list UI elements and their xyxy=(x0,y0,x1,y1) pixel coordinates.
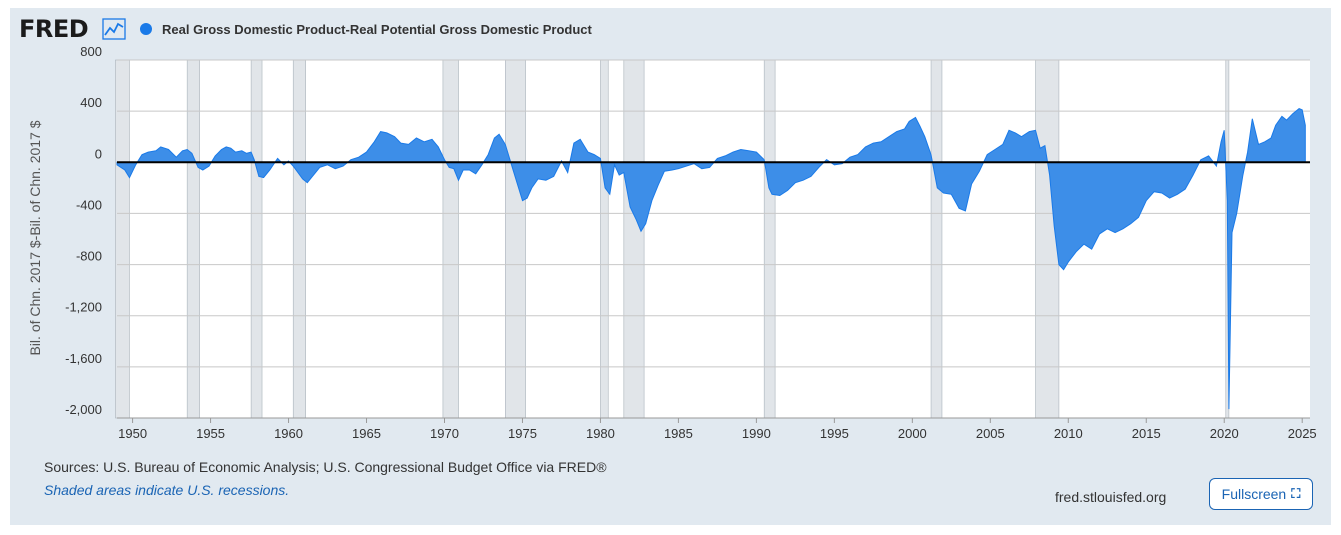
x-tick-label: 1960 xyxy=(274,426,303,441)
x-tick-label: 2000 xyxy=(898,426,927,441)
recession-band xyxy=(623,59,645,419)
legend-label: Real Gross Domestic Product-Real Potenti… xyxy=(162,21,592,37)
recession-note: Shaded areas indicate U.S. recessions. xyxy=(44,482,290,498)
expand-icon: ⛶ xyxy=(1291,486,1301,501)
y-tick-label: -800 xyxy=(76,249,102,264)
recession-band xyxy=(930,59,943,419)
recession-band xyxy=(115,59,130,419)
x-tick-label: 1975 xyxy=(508,426,537,441)
x-tick-label: 1955 xyxy=(196,426,225,441)
recession-band xyxy=(600,59,609,419)
x-tick-label: 1950 xyxy=(118,426,147,441)
x-tick-label: 2015 xyxy=(1132,426,1161,441)
y-axis-ticks: 800 400 0 -400 -800 -1,200 -1,600 -2,000 xyxy=(65,44,102,417)
y-tick-label: 0 xyxy=(95,146,102,161)
x-tick-label: 2005 xyxy=(976,426,1005,441)
fred-logo[interactable]: FRED xyxy=(19,15,89,43)
x-tick-label: 1965 xyxy=(352,426,381,441)
x-tick-label: 1985 xyxy=(664,426,693,441)
recession-band xyxy=(250,59,263,419)
y-tick-label: 400 xyxy=(80,95,102,110)
data-area xyxy=(116,108,1306,410)
legend-marker xyxy=(140,23,152,35)
x-tick-label: 2020 xyxy=(1210,426,1239,441)
recession-band xyxy=(505,59,526,419)
fullscreen-button[interactable]: Fullscreen ⛶ xyxy=(1209,478,1313,510)
x-tick-label: 1995 xyxy=(820,426,849,441)
x-axis-ticks: 1950 1955 1960 1965 1970 1975 1980 1985 1990 1995… xyxy=(117,417,1317,441)
line-chart-icon xyxy=(102,18,126,40)
y-tick-label: -400 xyxy=(76,197,102,212)
recession-band xyxy=(442,59,459,419)
x-tick-label: 2025 xyxy=(1288,426,1317,441)
x-tick-label: 1990 xyxy=(742,426,771,441)
x-tick-label: 1970 xyxy=(430,426,459,441)
recession-band xyxy=(763,59,776,419)
y-tick-label: 800 xyxy=(80,44,102,59)
plot-background xyxy=(117,60,1310,418)
y-tick-label: -1,600 xyxy=(65,351,102,366)
recession-band xyxy=(186,59,200,419)
sources-text: Sources: U.S. Bureau of Economic Analysi… xyxy=(44,459,607,475)
y-tick-label: -2,000 xyxy=(65,402,102,417)
recession-band xyxy=(292,59,306,419)
site-link[interactable]: fred.stlouisfed.org xyxy=(1055,489,1167,505)
x-tick-label: 2010 xyxy=(1054,426,1083,441)
legend: Real Gross Domestic Product-Real Potenti… xyxy=(140,20,592,38)
x-tick-label: 1980 xyxy=(586,426,615,441)
fullscreen-label: Fullscreen xyxy=(1221,486,1287,502)
y-tick-label: -1,200 xyxy=(65,300,102,315)
